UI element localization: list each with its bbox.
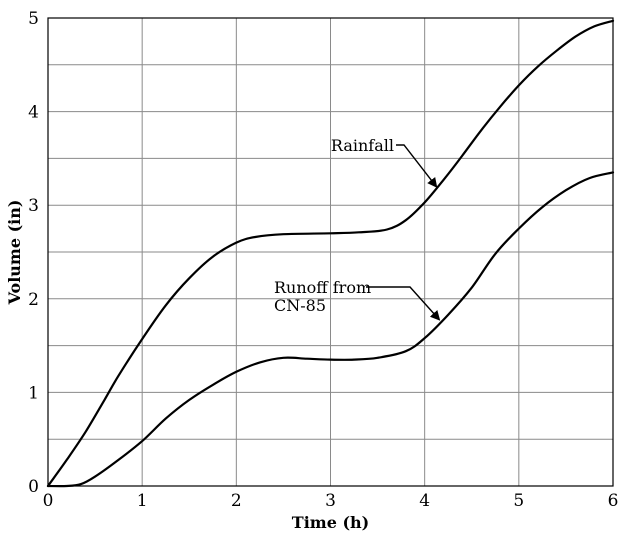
runoff-curve bbox=[46, 171, 615, 488]
x-tick-label: 0 bbox=[43, 491, 54, 511]
x-tick-labels: 0 1 2 3 4 5 6 bbox=[43, 491, 619, 511]
x-tick-label: 4 bbox=[419, 491, 430, 511]
rainfall-annotation: Rainfall bbox=[331, 136, 438, 188]
y-tick-label: 1 bbox=[28, 383, 39, 403]
y-tick-label: 2 bbox=[28, 290, 39, 310]
y-tick-labels: 0 1 2 3 4 5 bbox=[28, 9, 39, 497]
x-axis-label: Time (h) bbox=[292, 513, 369, 532]
data-series bbox=[46, 19, 615, 488]
rainfall-arrow bbox=[396, 144, 438, 188]
x-tick-label: 2 bbox=[231, 491, 242, 511]
runoff-label-line-1: Runoff from bbox=[274, 278, 371, 297]
runoff-label-line-2: CN-85 bbox=[274, 296, 326, 315]
rainfall-curve bbox=[46, 19, 615, 488]
y-axis-label: Volume (in) bbox=[5, 200, 24, 306]
runoff-annotation: Runoff from CN-85 bbox=[274, 278, 441, 321]
rainfall-label: Rainfall bbox=[331, 136, 394, 155]
y-tick-label: 5 bbox=[28, 9, 39, 29]
x-tick-label: 6 bbox=[608, 491, 619, 511]
x-tick-label: 5 bbox=[513, 491, 524, 511]
y-tick-label: 3 bbox=[28, 196, 39, 216]
y-tick-label: 4 bbox=[28, 103, 39, 123]
x-tick-label: 3 bbox=[325, 491, 336, 511]
y-tick-label: 0 bbox=[28, 477, 39, 497]
runoff-arrow bbox=[366, 286, 441, 321]
grid-lines bbox=[47, 17, 614, 487]
x-tick-label: 1 bbox=[137, 491, 148, 511]
plot-frame bbox=[47, 17, 614, 487]
